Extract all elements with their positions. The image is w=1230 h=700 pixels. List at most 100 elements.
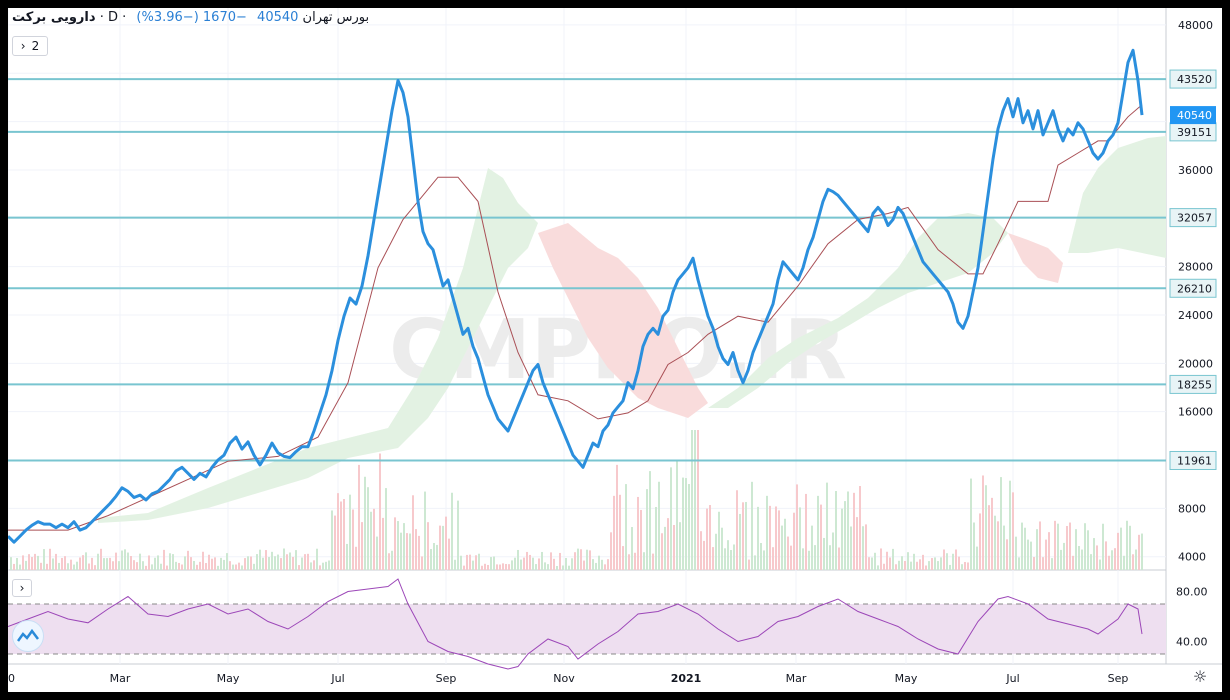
volume-bar xyxy=(403,523,405,570)
volume-bar xyxy=(1063,542,1065,570)
volume-bar xyxy=(310,562,312,570)
level-tag-label: 26210 xyxy=(1177,282,1212,295)
volume-bar xyxy=(1042,557,1044,570)
volume-bar xyxy=(169,553,171,570)
volume-bar xyxy=(997,521,999,570)
volume-bar xyxy=(970,478,972,570)
rsi-toggle-button[interactable]: › xyxy=(12,579,32,597)
volume-bar xyxy=(1102,523,1104,570)
volume-bar xyxy=(679,522,681,570)
level-tag xyxy=(1169,450,1217,470)
volume-bar xyxy=(283,548,285,570)
volume-bar xyxy=(745,501,747,570)
volume-bar xyxy=(817,495,819,570)
volume-bar xyxy=(460,555,462,570)
volume-bar xyxy=(706,508,708,570)
volume-bar xyxy=(1069,522,1071,570)
volume-bar xyxy=(922,554,924,570)
volume-bar xyxy=(949,564,951,570)
volume-bar xyxy=(577,548,579,570)
volume-bar xyxy=(409,533,411,570)
volume-bar xyxy=(1006,539,1008,570)
indicators-toggle-button[interactable]: › 2 xyxy=(12,36,48,56)
volume-bar xyxy=(979,513,981,570)
volume-bar xyxy=(1117,532,1119,570)
volume-bar xyxy=(808,550,810,570)
volume-bar xyxy=(946,553,948,570)
volume-bar xyxy=(718,511,720,570)
volume-bar xyxy=(1075,529,1077,570)
volume-bar xyxy=(286,554,288,570)
volume-bar xyxy=(742,502,744,570)
volume-bar xyxy=(202,551,204,570)
level-tag xyxy=(1169,278,1217,298)
settings-gear-icon[interactable]: ☼ xyxy=(1192,666,1208,686)
volume-bar xyxy=(643,552,645,570)
volume-bar xyxy=(961,564,963,570)
cloud-up-area xyxy=(98,168,538,523)
volume-bar xyxy=(277,554,279,570)
baseline-line xyxy=(8,104,1143,531)
volume-bar xyxy=(1057,523,1059,570)
volume-bar xyxy=(1021,522,1023,570)
volume-bar xyxy=(508,564,510,570)
volume-bar xyxy=(625,484,627,570)
volume-bar xyxy=(715,533,717,570)
volume-bar xyxy=(1090,554,1092,570)
volume-bar xyxy=(334,515,336,570)
volume-bar xyxy=(469,554,471,570)
volume-bar xyxy=(265,550,267,570)
volume-bar xyxy=(196,564,198,570)
volume-bar xyxy=(1123,555,1125,570)
x-tick-label: Sep xyxy=(1108,672,1129,685)
volume-bar xyxy=(76,561,78,570)
volume-bar xyxy=(166,565,168,570)
volume-bar xyxy=(16,558,18,570)
volume-bar xyxy=(424,491,426,570)
volume-bar xyxy=(652,553,654,570)
volume-bar xyxy=(559,552,561,570)
volume-bar xyxy=(943,549,945,570)
volume-bar xyxy=(1111,550,1113,570)
volume-bar xyxy=(646,489,648,570)
volume-bar xyxy=(640,509,642,570)
volume-bar xyxy=(388,553,390,570)
y-tick-label: 48000 xyxy=(1178,19,1213,32)
symbol-header[interactable]: دارویی برکت · D · بورس تهران 40540 −1670… xyxy=(12,10,369,25)
volume-bar xyxy=(172,554,174,570)
volume-bar xyxy=(568,565,570,570)
volume-bar xyxy=(487,564,489,570)
volume-bar xyxy=(820,504,822,570)
chart-logo-icon[interactable] xyxy=(12,620,44,652)
volume-bar xyxy=(427,522,429,570)
volume-bar xyxy=(928,561,930,570)
volume-bar xyxy=(1000,477,1002,570)
volume-bar xyxy=(442,525,444,570)
volume-bar xyxy=(106,558,108,570)
volume-bar xyxy=(1024,527,1026,570)
volume-bar xyxy=(1030,541,1032,570)
volume-bar xyxy=(145,565,147,570)
volume-bar xyxy=(766,495,768,570)
volume-bar xyxy=(31,557,33,570)
volume-bar xyxy=(592,559,594,570)
volume-bar xyxy=(475,555,477,570)
volume-bar xyxy=(562,565,564,570)
volume-bar xyxy=(1060,549,1062,570)
volume-bar xyxy=(325,561,327,570)
volume-bar xyxy=(634,552,636,570)
volume-bar xyxy=(28,554,30,570)
volume-bar xyxy=(841,508,843,570)
volume-bar xyxy=(988,505,990,570)
interval-label: D xyxy=(107,10,118,25)
volume-bar xyxy=(895,564,897,570)
volume-bar xyxy=(223,559,225,570)
volume-bar xyxy=(52,558,54,570)
volume-bar xyxy=(412,495,414,570)
volume-bar xyxy=(814,545,816,570)
volume-bar xyxy=(301,557,303,570)
volume-bar xyxy=(34,553,36,570)
volume-bar xyxy=(664,526,666,570)
cloud-up-area xyxy=(708,213,1008,408)
